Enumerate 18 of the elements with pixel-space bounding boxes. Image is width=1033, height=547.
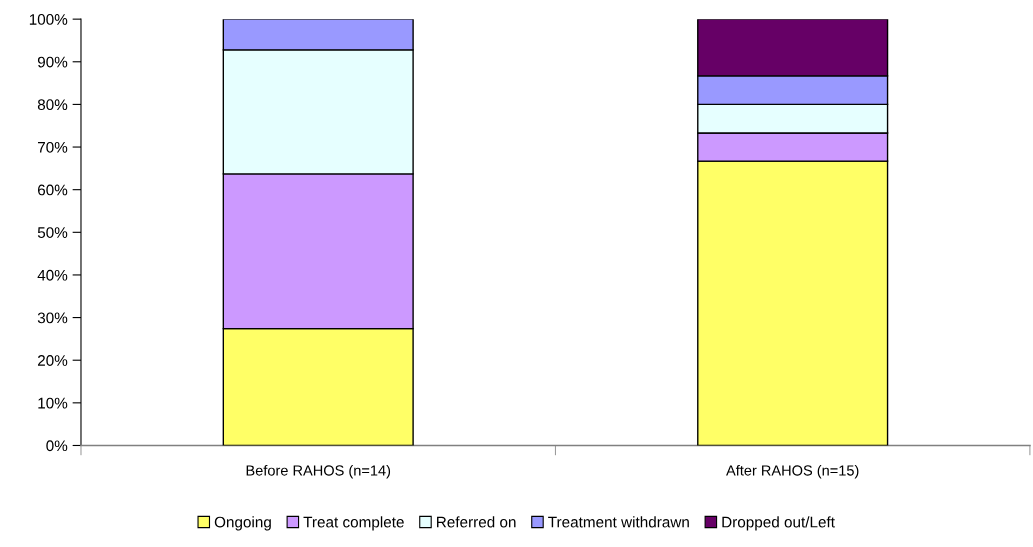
legend-label: Referred on bbox=[437, 516, 516, 528]
y-tick-label: 90% bbox=[37, 56, 68, 68]
legend-label: Dropped out/Left bbox=[722, 516, 835, 531]
x-tick-label: After RAHOS (n=15) bbox=[726, 464, 859, 479]
legend-label: Ongoing bbox=[214, 516, 271, 531]
y-tick-label: 50% bbox=[37, 227, 68, 238]
y-tick-label: 0% bbox=[46, 440, 68, 452]
y-tick-label: 30% bbox=[37, 312, 68, 324]
y-tick-label: 10% bbox=[38, 397, 68, 409]
y-tick-label: 100% bbox=[29, 14, 68, 25]
y-tick-label: 60% bbox=[37, 184, 68, 196]
legend-label: Treat complete bbox=[303, 516, 404, 531]
y-tick-label: 20% bbox=[37, 355, 68, 366]
y-tick-label: 70% bbox=[38, 141, 68, 153]
y-tick-label: 40% bbox=[37, 269, 68, 281]
legend-label: Treatment withdrawn bbox=[548, 516, 689, 528]
x-tick-label: Before RAHOS (n=14) bbox=[246, 464, 391, 479]
y-tick-label: 80% bbox=[37, 99, 68, 111]
